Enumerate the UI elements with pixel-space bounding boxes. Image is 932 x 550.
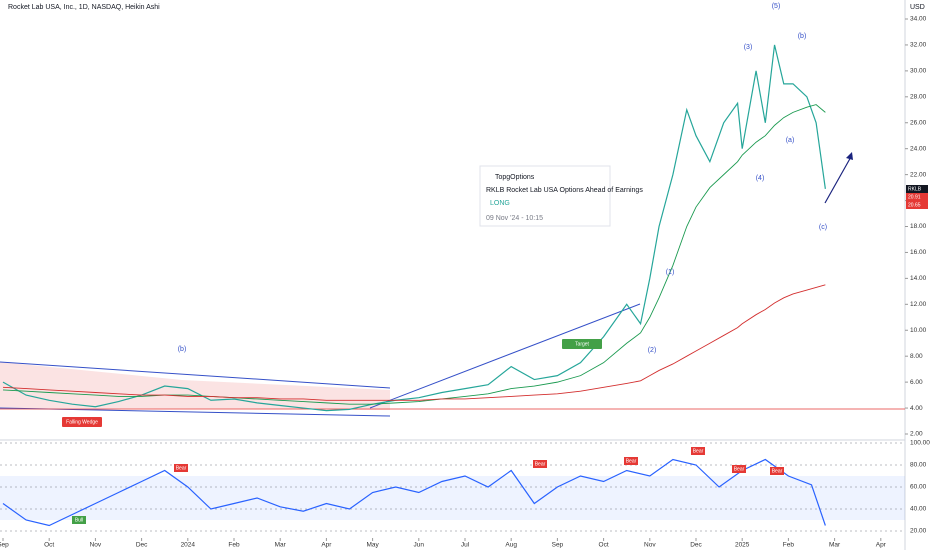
- wave-label: (4): [756, 175, 765, 182]
- wave-label: (3): [744, 44, 753, 51]
- wave-label: (2): [648, 347, 657, 354]
- signal: Bear: [176, 465, 187, 471]
- x-tick-label: Apr: [321, 542, 332, 549]
- idea-date: 09 Nov '24 - 10:15: [486, 215, 543, 222]
- price-tag-label: 20.65: [908, 202, 921, 208]
- rsi-tick-label: 100.00: [910, 440, 930, 447]
- y-tick-label: 14.00: [910, 275, 927, 282]
- wave-label: (5): [772, 3, 781, 10]
- x-tick-label: Mar: [829, 542, 841, 549]
- y-tick-label: 2.00: [910, 431, 923, 438]
- annotation: Target: [575, 341, 590, 347]
- x-tick-label: Feb: [783, 542, 795, 549]
- series-line: [2, 104, 826, 405]
- label-bg: [562, 339, 602, 349]
- idea-author: TopgOptions: [495, 174, 535, 181]
- y-tick-label: 30.00: [910, 68, 927, 75]
- x-tick-label: Nov: [90, 542, 102, 549]
- signal: Bull: [75, 517, 83, 523]
- x-tick-label: Mar: [275, 542, 287, 549]
- wave-label: (1): [666, 269, 675, 276]
- y-tick-label: 32.00: [910, 42, 927, 49]
- signal-bg: [732, 465, 746, 473]
- x-tick-label: Jun: [414, 542, 425, 549]
- annotation: Falling Wedge: [66, 419, 98, 425]
- signal-bg: [533, 460, 547, 468]
- y-tick-label: 6.00: [910, 379, 923, 386]
- x-tick-label: Jul: [461, 542, 470, 549]
- x-tick-label: Apr: [876, 542, 887, 549]
- price-tag-label: 20.91: [908, 194, 921, 200]
- wedge: [0, 362, 390, 410]
- x-tick-label: Dec: [136, 542, 148, 549]
- signal-bg: [770, 467, 784, 475]
- x-tick-label: Nov: [644, 542, 656, 549]
- label-bg: [62, 417, 102, 427]
- x-tick-label: Dec: [690, 542, 702, 549]
- x-tick-label: Sep: [552, 542, 564, 549]
- signal-bg: [72, 516, 86, 524]
- y-tick-label: 34.00: [910, 16, 927, 23]
- x-tick-label: 2024: [181, 542, 196, 549]
- rsi-band: [0, 476, 905, 520]
- idea-side: LONG: [490, 200, 510, 207]
- idea-card[interactable]: [479, 165, 611, 227]
- y-tick-label: 4.00: [910, 405, 923, 412]
- wedge-line: [0, 361, 391, 389]
- y-tick-label: 26.00: [910, 119, 927, 126]
- signal-bg: [691, 447, 705, 455]
- price-tag: [906, 185, 928, 193]
- y-tick-label: 24.00: [910, 145, 927, 152]
- chart-title: Rocket Lab USA, Inc., 1D, NASDAQ, Heikin…: [8, 4, 160, 11]
- series-line: [2, 44, 826, 412]
- x-tick-label: Sep: [0, 542, 9, 549]
- y-tick-label: 16.00: [910, 249, 927, 256]
- series-line: [2, 458, 826, 527]
- wave-label: (a): [786, 137, 795, 144]
- signal: Bear: [734, 466, 745, 472]
- signal: Bear: [626, 458, 637, 464]
- x-tick-label: May: [366, 542, 379, 549]
- signal-bg: [624, 457, 638, 465]
- price-tag-label: RKLB: [908, 186, 922, 192]
- signal: Bear: [772, 468, 783, 474]
- price-tag: [906, 193, 928, 201]
- x-tick-label: 2025: [735, 542, 750, 549]
- arrow: [824, 154, 853, 204]
- y-tick-label: 8.00: [910, 353, 923, 360]
- y-tick-label: 10.00: [910, 327, 927, 334]
- x-tick-label: Oct: [44, 542, 54, 549]
- trend-line: [369, 303, 641, 409]
- rsi-tick-label: 80.00: [910, 462, 927, 469]
- wave-label: (b): [798, 33, 807, 40]
- rsi-tick-label: 20.00: [910, 528, 927, 535]
- x-tick-label: Oct: [599, 542, 609, 549]
- rsi-tick-label: 40.00: [910, 506, 927, 513]
- y-tick-label: 12.00: [910, 301, 927, 308]
- idea-title: RKLB Rocket Lab USA Options Ahead of Ear…: [486, 187, 643, 194]
- signal: Bear: [693, 448, 704, 454]
- series-line: [2, 284, 826, 401]
- y-tick-label: 28.00: [910, 94, 927, 101]
- wave-label: (c): [819, 224, 827, 231]
- arrow-head: [846, 152, 853, 160]
- y-tick-label: 22.00: [910, 171, 927, 178]
- x-tick-label: Feb: [228, 542, 240, 549]
- signal: Bear: [535, 461, 546, 467]
- wave-label: (b): [178, 346, 187, 353]
- signal-bg: [174, 464, 188, 472]
- rsi-tick-label: 60.00: [910, 484, 927, 491]
- x-tick-label: Aug: [505, 542, 517, 549]
- y-tick-label: 18.00: [910, 223, 927, 230]
- currency: USD: [910, 4, 925, 11]
- price-tag: [906, 201, 928, 209]
